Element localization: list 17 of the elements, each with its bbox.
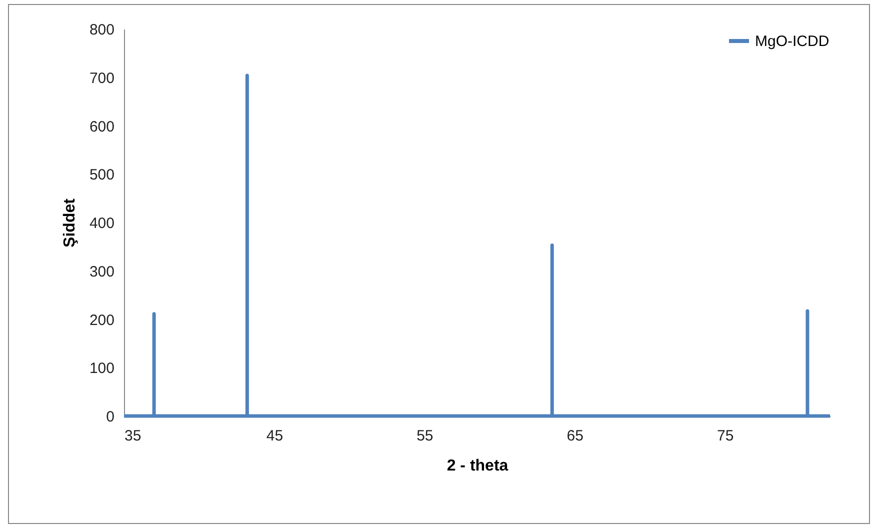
y-tick-label: 800 [89, 22, 114, 38]
y-tick-label: 400 [89, 215, 114, 232]
y-tick-label: 100 [89, 360, 114, 378]
y-tick-label: 500 [89, 166, 114, 184]
y-tick-label: 200 [89, 312, 114, 329]
x-axis-title: 2 - theta [446, 458, 508, 474]
x-tick-label: 75 [717, 428, 734, 444]
x-tick-label: 55 [416, 428, 434, 444]
x-tick-label: 35 [124, 428, 142, 444]
y-axis-title: Şiddet [61, 198, 78, 248]
y-tick-label: 300 [89, 263, 114, 280]
y-tick-label: 700 [89, 70, 114, 87]
y-tick-label: 0 [106, 408, 114, 426]
x-tick-label: 45 [266, 428, 284, 444]
legend-label: MgO-ICDD [755, 33, 830, 50]
y-tick-label: 600 [89, 118, 114, 136]
x-tick-label: 65 [566, 428, 584, 444]
